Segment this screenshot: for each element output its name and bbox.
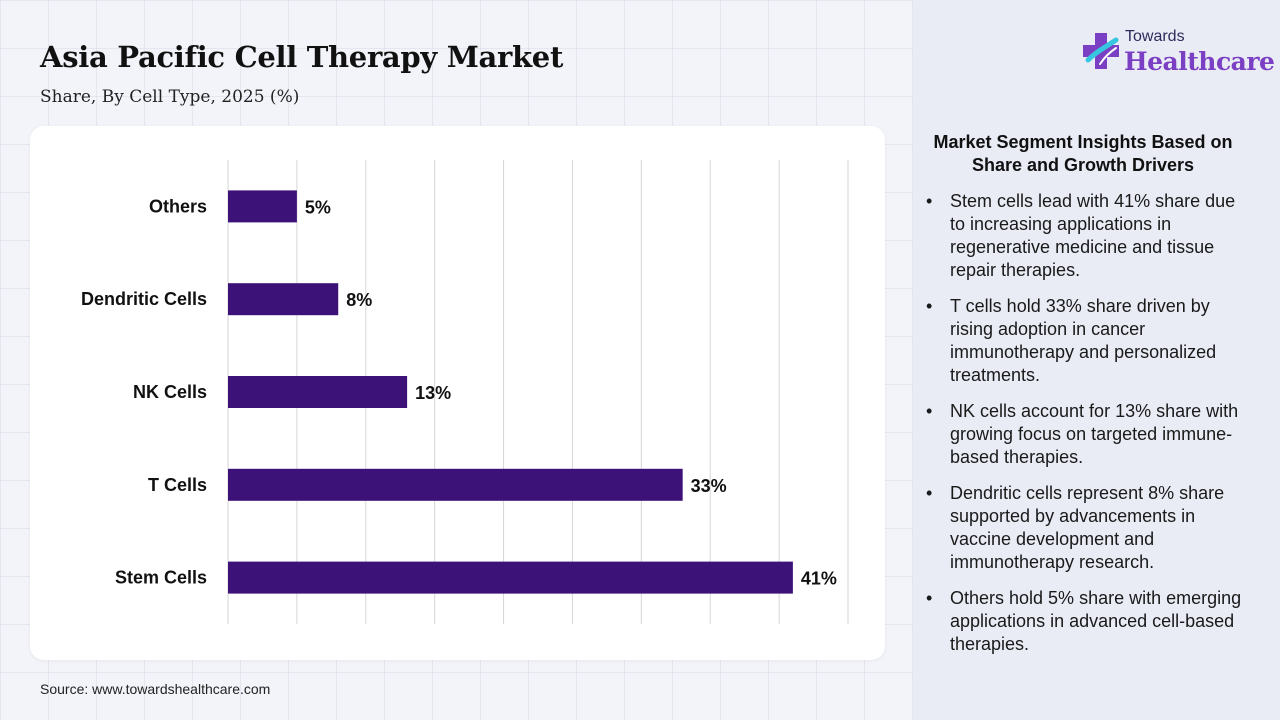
category-label: Stem Cells (115, 568, 207, 588)
brand-logo: Towards Healthcare (1080, 28, 1275, 78)
insights-panel (913, 0, 1280, 720)
chart-subtitle: Share, By Cell Type, 2025 (%) (40, 87, 300, 107)
insight-text: Dendritic cells represent 8% share suppo… (950, 483, 1225, 572)
insight-item: • Dendritic cells represent 8% share supp… (922, 482, 1252, 574)
category-label: Others (149, 196, 207, 216)
insight-text: T cells hold 33% share driven by rising … (950, 296, 1217, 385)
category-label: Dendritic Cells (81, 289, 207, 309)
chart-title: Asia Pacific Cell Therapy Market (40, 40, 564, 74)
medical-cross-icon (1083, 33, 1119, 69)
source-note: Source: www.towardshealthcare.com (40, 681, 271, 697)
data-label: 8% (346, 290, 372, 310)
insight-item: • NK cells account for 13% share with gro… (922, 400, 1252, 469)
insight-text: NK cells account for 13% share with grow… (950, 401, 1239, 467)
bullet-icon: • (926, 401, 933, 421)
bar (228, 190, 297, 223)
insights-list: • Stem cells lead with 41% share due to i… (922, 190, 1252, 669)
bar (228, 468, 683, 501)
chart-card: Others 5% Dendritic Cells 8% NK Cells 13% T Ce… (30, 126, 885, 660)
bullet-icon: • (926, 296, 933, 316)
data-label: 5% (305, 197, 331, 217)
bullet-icon: • (926, 588, 933, 608)
data-label: 33% (691, 476, 727, 496)
bullet-icon: • (926, 483, 933, 503)
bar-chart: Others 5% Dendritic Cells 8% NK Cells 13% T Ce… (81, 160, 849, 624)
insight-text: Others hold 5% share with emerging appli… (950, 588, 1242, 654)
logo-main-text: Healthcare (1124, 47, 1275, 76)
category-label: T Cells (148, 475, 207, 495)
insight-item: • Others hold 5% share with emerging appl… (922, 587, 1252, 656)
insights-title: Market Segment Insights Based on Share a… (933, 132, 1233, 175)
data-label: 41% (801, 569, 837, 589)
bar (228, 376, 408, 408)
category-label: NK Cells (133, 382, 207, 402)
logo-top-text: Towards (1125, 28, 1185, 45)
bar (228, 561, 793, 594)
insight-item: • T cells hold 33% share driven by rising… (922, 295, 1252, 387)
bullet-icon: • (926, 191, 933, 211)
insight-text: Stem cells lead with 41% share due to in… (950, 191, 1236, 280)
bar (228, 283, 339, 316)
data-label: 13% (415, 383, 451, 403)
insight-item: • Stem cells lead with 41% share due to i… (922, 190, 1252, 282)
